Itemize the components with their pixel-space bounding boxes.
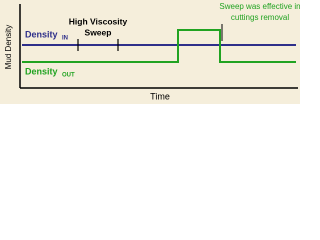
density-out-label: Density: [25, 66, 58, 76]
callout-text: Sweep was effective in: [219, 2, 300, 11]
sweep-label: Sweep: [85, 27, 112, 37]
background: [0, 0, 300, 104]
sweep-label: High Viscosity: [69, 16, 128, 26]
density-out-subscript: OUT: [62, 73, 75, 79]
callout-text: cuttings removal: [231, 13, 289, 22]
x-axis-label: Time: [150, 91, 170, 101]
density-in-subscript: IN: [62, 36, 68, 42]
density-in-label: Density: [25, 29, 58, 39]
diagram: Mud Density Time Density IN Density OUT …: [0, 0, 300, 104]
density-out-line: [22, 29, 296, 63]
y-axis-label: Mud Density: [4, 25, 13, 69]
